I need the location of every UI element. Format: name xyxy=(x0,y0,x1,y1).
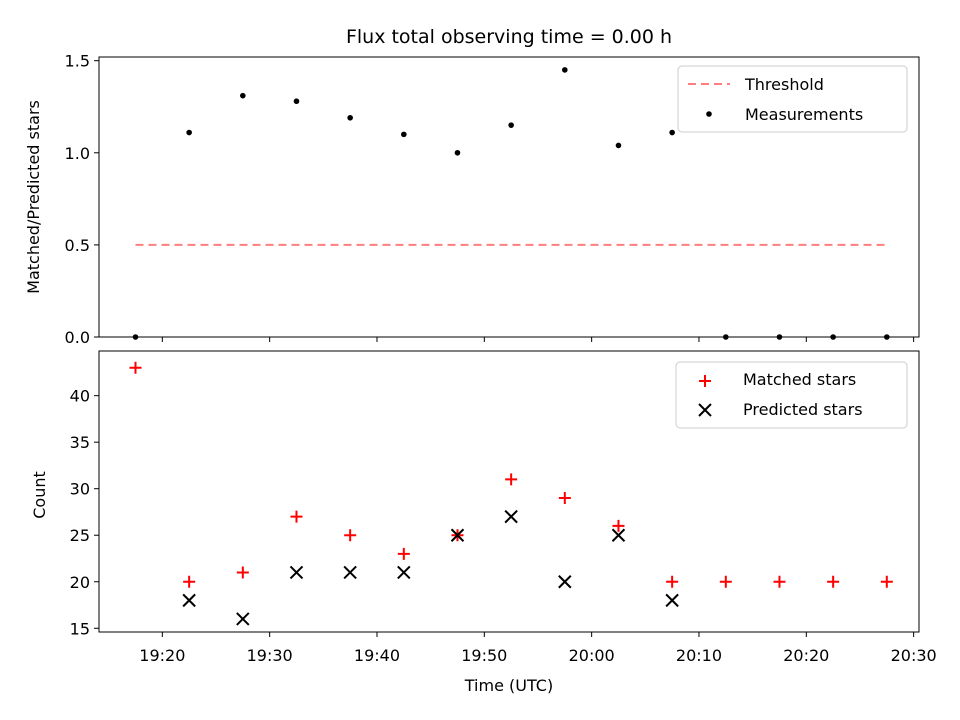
measurement-point xyxy=(884,334,890,340)
predicted-star-point xyxy=(397,565,411,580)
ratio-y-axis-label: Matched/Predicted stars xyxy=(24,100,43,294)
x-tick-label: 20:10 xyxy=(676,646,722,665)
count-x-ticks: 19:20 19:30 19:40 19:50 20:00 20:10 20:20 20:30 xyxy=(139,632,937,665)
measurement-point xyxy=(562,67,568,73)
matched-star-point xyxy=(612,519,625,532)
measurement-point xyxy=(186,129,192,136)
count-plot-frame xyxy=(98,350,920,633)
x-tick-label: 19:40 xyxy=(354,646,400,665)
count-y-tick-label: 25 xyxy=(70,526,90,545)
measurement-point xyxy=(723,334,729,340)
x-tick-label: 20:30 xyxy=(891,646,937,665)
count-y-tick-label: 40 xyxy=(70,387,90,406)
x-tick-label: 19:30 xyxy=(247,646,293,665)
matched-star-point xyxy=(558,492,571,505)
count-legend-box xyxy=(675,361,908,429)
measurement-point xyxy=(830,334,836,340)
chart-title: Flux total observing time = 0.00 h xyxy=(346,26,672,48)
matched-star-point xyxy=(183,575,196,588)
measurement-point xyxy=(347,114,353,121)
count-y-tick-label: 15 xyxy=(70,619,90,638)
matched-star-point xyxy=(236,566,249,579)
predicted-star-point xyxy=(611,528,626,542)
threshold-legend-label: Threshold xyxy=(744,75,824,94)
predicted-star-point xyxy=(343,565,357,580)
x-tick-label: 20:20 xyxy=(783,646,829,665)
ratio-legend-box xyxy=(677,65,908,133)
matched-legend-swatch xyxy=(699,375,711,387)
count-y-axis-label: Count xyxy=(30,471,49,519)
measurement-point xyxy=(401,131,407,138)
ratio-y-tick-label: 1.5 xyxy=(65,52,90,71)
matched-star-point xyxy=(129,361,142,374)
measurement-point xyxy=(776,334,783,340)
count-y-tick-label: 30 xyxy=(70,480,90,499)
count-marks xyxy=(129,361,893,626)
matched-star-point xyxy=(290,510,303,523)
ratio-legend: Threshold Measurements xyxy=(677,65,908,133)
count-legend: Matched stars Predicted stars xyxy=(675,361,908,429)
matched-star-point xyxy=(344,529,357,542)
ratio-x-ticks xyxy=(161,337,915,342)
predicted-star-point xyxy=(504,509,518,524)
predicted-star-point xyxy=(289,565,304,580)
count-panel: 15 20 25 30 35 40 19:20 19:30 19:40 19:50 20:00 20… xyxy=(30,350,937,695)
ratio-panel: 0.0 0.5 1.0 1.5 Matched/Predicted stars Thr… xyxy=(24,52,920,347)
ratio-marks xyxy=(132,67,890,340)
measurement-point xyxy=(240,92,246,99)
ratio-y-tick-label: 0.0 xyxy=(65,328,90,347)
matched-star-point xyxy=(505,473,518,486)
measurement-point xyxy=(669,129,675,136)
ratio-y-tick-label: 1.0 xyxy=(65,144,90,163)
measurement-point xyxy=(454,149,461,156)
count-y-tick-label: 35 xyxy=(70,433,90,452)
predicted-legend-label: Predicted stars xyxy=(743,400,863,419)
predicted-star-point xyxy=(558,575,572,589)
measurement-point xyxy=(508,122,514,128)
predicted-star-point xyxy=(182,593,196,608)
measurement-point xyxy=(615,142,622,149)
matched-star-point xyxy=(666,575,679,588)
predicted-star-point xyxy=(236,612,250,626)
matched-star-point xyxy=(719,575,732,588)
matched-star-point xyxy=(880,575,893,588)
x-tick-label: 19:20 xyxy=(139,646,185,665)
count-y-tick-label: 20 xyxy=(70,573,90,592)
measurement-point xyxy=(132,334,139,340)
measurement-point xyxy=(293,98,300,105)
ratio-y-ticks: 0.0 0.5 1.0 1.5 xyxy=(65,52,99,347)
x-axis-label: Time (UTC) xyxy=(464,676,553,695)
matched-star-point xyxy=(773,575,786,588)
predicted-star-point xyxy=(450,528,465,542)
x-tick-label: 19:50 xyxy=(461,646,507,665)
predicted-legend-swatch xyxy=(698,403,712,417)
matched-legend-label: Matched stars xyxy=(743,370,856,389)
ratio-plot-frame xyxy=(98,56,920,338)
x-tick-label: 20:00 xyxy=(569,646,615,665)
matched-star-point xyxy=(827,575,840,588)
count-y-ticks: 15 20 25 30 35 40 xyxy=(70,387,99,638)
matched-star-point xyxy=(397,547,410,560)
ratio-y-tick-label: 0.5 xyxy=(65,236,90,255)
measurements-legend-label: Measurements xyxy=(745,105,863,124)
predicted-star-point xyxy=(665,593,679,608)
measurements-legend-swatch xyxy=(706,111,712,117)
